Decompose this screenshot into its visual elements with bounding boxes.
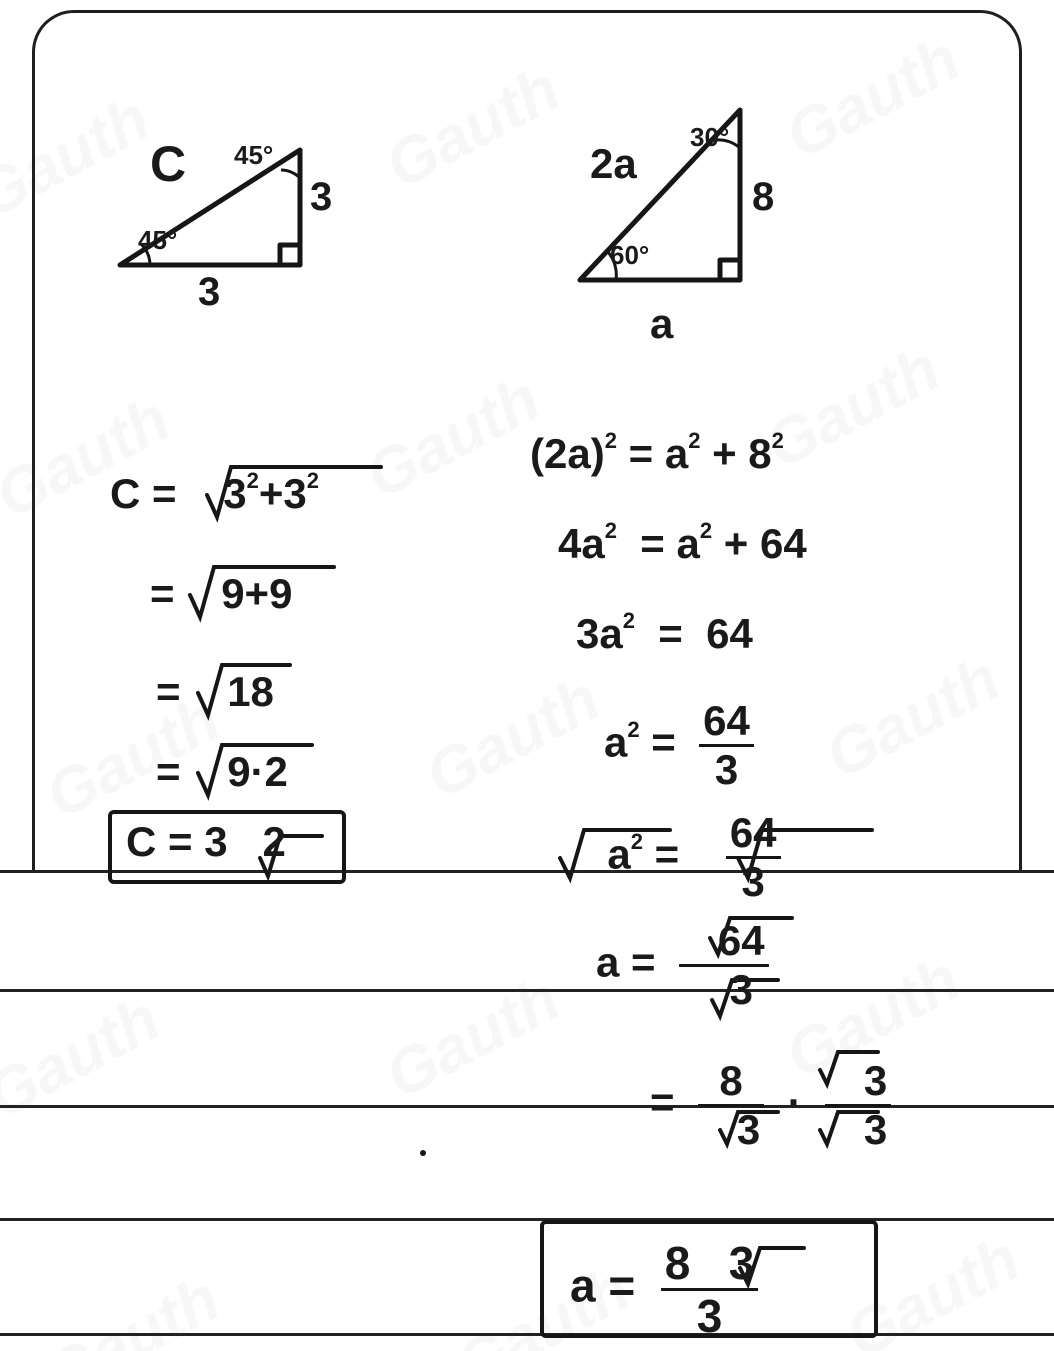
right-work-line-6: a = 64 3	[596, 920, 769, 1011]
right-work-line-4: a2 = 643	[604, 700, 754, 791]
right-work-line-2: 4a2 = a2 + 64	[558, 520, 807, 568]
left-work-line-4: = 9·2	[156, 748, 288, 796]
left-tri-base-label: 3	[198, 270, 220, 315]
right-answer-text: a = 8 33	[570, 1240, 758, 1339]
left-answer-text: C = 3 2	[126, 818, 286, 866]
left-work-line-3: = 18	[156, 668, 274, 716]
right-tri-angle-60: 60°	[610, 240, 649, 271]
left-work-line-1: C = 32+32	[110, 470, 319, 518]
right-tri-right-label: 8	[752, 175, 774, 220]
right-tri-hyp-label: 2a	[590, 140, 637, 188]
left-tri-hyp-label: C	[150, 135, 186, 193]
right-work-line-5: a2 = 643	[584, 812, 781, 903]
right-work-line-3: 3a2 = 64	[576, 610, 753, 658]
stray-dot	[420, 1150, 426, 1156]
left-tri-right-label: 3	[310, 175, 332, 220]
right-tri-base-label: a	[650, 300, 673, 348]
right-work-line-1: (2a)2 = a2 + 82	[530, 430, 784, 478]
left-work-line-2: = 9+9	[150, 570, 292, 618]
right-tri-angle-30: 30°	[690, 122, 729, 153]
left-tri-angle-45-top: 45°	[234, 140, 273, 171]
left-tri-angle-45-bottom: 45°	[138, 225, 177, 256]
right-work-line-7: = 8 3 · 3 3	[650, 1060, 891, 1151]
